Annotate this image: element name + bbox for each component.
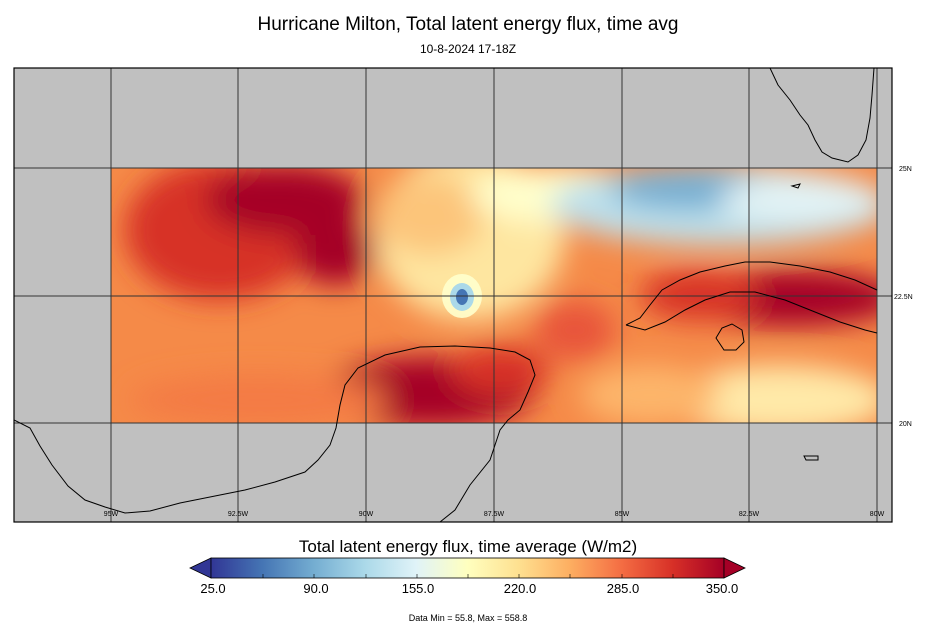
map-title: Hurricane Milton, Total latent energy fl… bbox=[257, 14, 679, 35]
flux-field bbox=[111, 168, 877, 423]
colorbar bbox=[189, 557, 746, 579]
lon-label: 80W bbox=[870, 511, 885, 518]
colorbar-title: Total latent energy flux, time average (… bbox=[298, 537, 638, 556]
colorbar-tick-label: 350.0 bbox=[705, 581, 739, 596]
colorbar-tick-label: 220.0 bbox=[503, 581, 537, 596]
lon-label: 92.5W bbox=[228, 511, 249, 518]
lat-label: 25N bbox=[899, 166, 912, 173]
data-range-note: Data Min = 55.8, Max = 558.8 bbox=[408, 613, 528, 623]
lon-label: 87.5W bbox=[484, 511, 505, 518]
colorbar-tick-label: 25.0 bbox=[200, 581, 226, 596]
lon-label: 95W bbox=[104, 511, 119, 518]
colorbar-tick-label: 285.0 bbox=[606, 581, 640, 596]
lon-label: 82.5W bbox=[739, 511, 760, 518]
graticule bbox=[14, 68, 892, 522]
map-frame bbox=[13, 67, 893, 523]
colorbar-tick-label: 155.0 bbox=[401, 581, 435, 596]
lon-label: 90W bbox=[359, 511, 374, 518]
lon-label: 85W bbox=[615, 511, 630, 518]
lat-label: 22.5N bbox=[894, 294, 913, 301]
colorbar-min-arrow bbox=[189, 557, 212, 579]
lat-label: 20N bbox=[899, 421, 912, 428]
map-subtitle: 10-8-2024 17-18Z bbox=[419, 42, 517, 56]
colorbar-max-arrow bbox=[723, 557, 746, 579]
colorbar-tick-label: 90.0 bbox=[303, 581, 329, 596]
coastlines bbox=[14, 68, 878, 522]
colorbar-body bbox=[210, 557, 725, 579]
axis-labels: 95W 92.5W 90W 87.5W 85W 82.5W 80W 25N 22… bbox=[104, 166, 913, 518]
